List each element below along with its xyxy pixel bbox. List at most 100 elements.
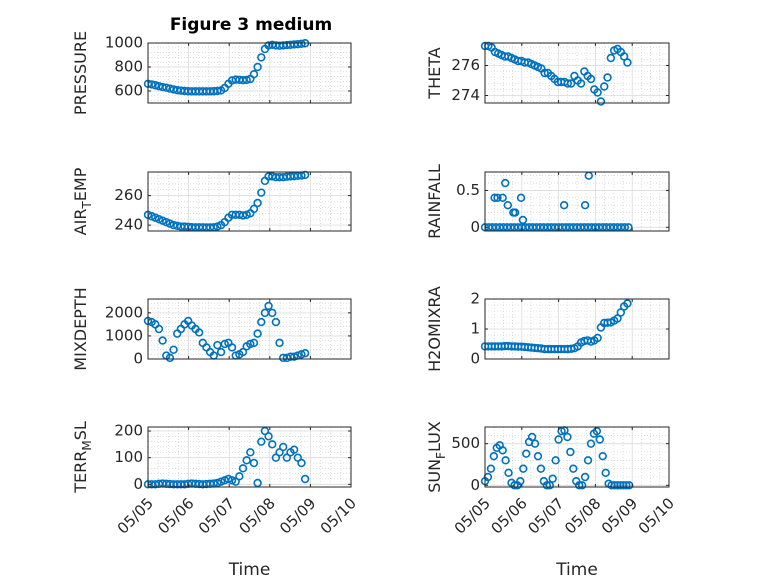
y-tick-label: 2000 <box>105 303 143 321</box>
y-tick-label: 0 <box>470 476 480 494</box>
data-point <box>542 481 552 490</box>
data-point <box>536 464 546 473</box>
axes-box <box>147 171 352 232</box>
data-point <box>489 451 499 461</box>
data-point <box>264 432 273 441</box>
data-series <box>480 299 632 354</box>
data-point <box>606 53 616 63</box>
data-point <box>592 426 602 436</box>
data-point <box>264 301 273 311</box>
data-point <box>253 478 262 488</box>
y-tick-label: 1 <box>470 320 480 338</box>
data-point <box>569 464 578 473</box>
data-point <box>238 464 248 473</box>
y-tick-label: 0 <box>470 350 480 368</box>
data-point <box>623 58 632 67</box>
data-point <box>603 73 612 82</box>
data-point <box>516 476 525 486</box>
data-point <box>257 437 266 446</box>
data-series <box>480 426 634 490</box>
x-axis-label: Time <box>228 560 271 580</box>
data-point <box>227 343 237 352</box>
data-point <box>586 74 596 84</box>
data-point <box>619 481 628 490</box>
y-tick-label: 0 <box>133 475 143 493</box>
data-point <box>194 328 204 337</box>
y-tick-label: 500 <box>451 434 480 452</box>
y-tick-label: 200 <box>114 422 143 440</box>
data-point <box>253 62 262 72</box>
data-point <box>501 178 510 188</box>
data-point <box>246 339 255 349</box>
y-axis-label: MIXDEPTH <box>71 287 90 370</box>
data-point <box>583 456 593 465</box>
data-point <box>577 481 587 490</box>
data-point <box>551 456 560 465</box>
data-point <box>220 339 229 349</box>
y-tick-label: 0 <box>133 350 143 368</box>
data-point <box>522 449 531 458</box>
data-point <box>271 317 281 327</box>
data-point <box>593 88 602 97</box>
data-point <box>530 439 540 448</box>
axes-box <box>147 42 352 104</box>
data-point <box>510 481 519 490</box>
data-point <box>246 448 255 457</box>
data-point <box>593 333 602 343</box>
y-tick-label: 800 <box>114 58 143 76</box>
data-point <box>253 329 262 338</box>
data-point <box>235 472 244 481</box>
data-point <box>595 435 605 444</box>
data-point <box>297 458 306 468</box>
data-point <box>503 200 513 210</box>
axes-box <box>484 42 670 104</box>
y-axis-label: AIRTEMP <box>71 167 94 235</box>
y-tick-label: 276 <box>451 56 480 74</box>
data-point <box>596 97 606 106</box>
data-point <box>154 324 164 334</box>
data-point <box>498 193 507 203</box>
data-point <box>249 458 259 468</box>
data-point <box>169 345 178 354</box>
data-point <box>242 456 251 465</box>
data-point <box>598 451 607 461</box>
data-point <box>619 52 629 61</box>
y-axis-label: SUNFLUX <box>425 421 448 493</box>
data-point <box>576 79 586 88</box>
axes-box <box>484 426 670 488</box>
data-point <box>213 86 222 96</box>
y-axis-label: THETA <box>425 47 444 99</box>
y-tick-label: 600 <box>114 82 143 100</box>
data-point <box>238 211 248 220</box>
data-point <box>554 435 563 444</box>
y-axis-label: PRESSURE <box>71 31 90 115</box>
data-point <box>616 308 625 317</box>
y-tick-label: 240 <box>114 216 143 234</box>
data-point <box>580 472 590 482</box>
data-point <box>151 81 160 90</box>
subplot-right-row-3: 0 1 2 H2OMIXRA <box>425 286 670 372</box>
data-point <box>300 349 310 358</box>
data-series <box>143 39 310 96</box>
y-tick-label: 2 <box>470 290 480 308</box>
data-point <box>158 82 167 92</box>
data-series <box>143 170 310 232</box>
data-point <box>268 308 277 318</box>
data-point <box>297 39 306 49</box>
data-point <box>563 432 572 442</box>
data-point <box>501 456 510 465</box>
data-point <box>249 204 259 214</box>
y-tick-label: 0.5 <box>456 181 480 199</box>
data-point <box>519 464 528 473</box>
data-point <box>580 200 590 210</box>
data-point <box>527 432 537 442</box>
data-point <box>216 347 226 357</box>
y-tick-label: 260 <box>114 186 143 204</box>
data-point <box>249 338 259 348</box>
data-point <box>622 481 631 490</box>
y-tick-label: 0 <box>470 218 480 236</box>
subplot-right-row-2: 0 0.5 RAINFALL <box>425 164 670 239</box>
data-point <box>548 474 557 483</box>
y-axis-label: RAINFALL <box>425 164 444 239</box>
